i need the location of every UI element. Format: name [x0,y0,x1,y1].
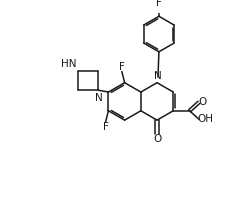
Text: F: F [119,62,125,72]
Text: F: F [156,0,162,8]
Text: N: N [154,71,162,81]
Text: F: F [103,122,109,132]
Text: HN: HN [61,59,77,69]
Text: O: O [198,97,207,107]
Text: N: N [95,93,103,103]
Text: O: O [153,134,161,144]
Text: OH: OH [197,114,214,124]
